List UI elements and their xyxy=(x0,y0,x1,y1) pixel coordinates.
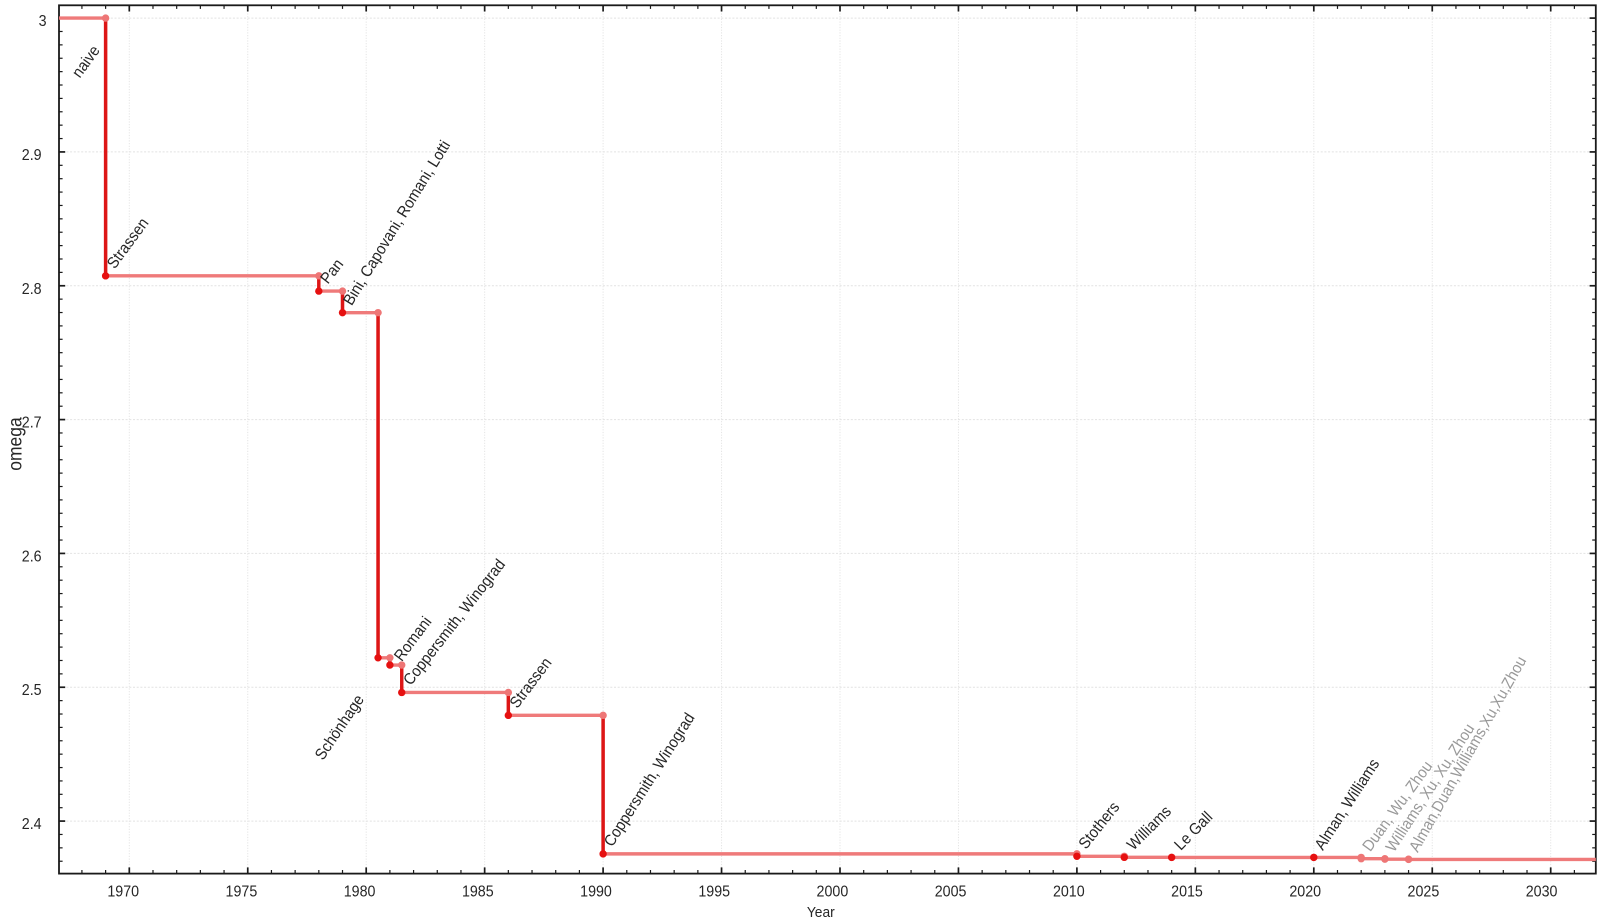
svg-text:Year: Year xyxy=(807,905,835,920)
svg-text:1985: 1985 xyxy=(462,884,494,901)
svg-text:Williams: Williams xyxy=(1124,803,1175,854)
svg-text:2030: 2030 xyxy=(1526,884,1558,901)
svg-text:Bini, Capovani, Romani, Lotti: Bini, Capovani, Romani, Lotti xyxy=(340,138,454,309)
svg-text:Alman,Duan,Williams,Xu,Xu,Zhou: Alman,Duan,Williams,Xu,Xu,Zhou xyxy=(1406,654,1530,856)
svg-text:Pan: Pan xyxy=(317,256,347,288)
svg-text:2.9: 2.9 xyxy=(22,147,42,164)
svg-text:1975: 1975 xyxy=(226,884,258,901)
svg-text:Stothers: Stothers xyxy=(1075,799,1123,853)
svg-text:2.5: 2.5 xyxy=(22,683,42,700)
svg-text:Le Gall: Le Gall xyxy=(1171,808,1216,854)
svg-text:2.7: 2.7 xyxy=(22,415,42,432)
svg-text:2025: 2025 xyxy=(1408,884,1440,901)
svg-text:Coppersmith, Winograd: Coppersmith, Winograd xyxy=(601,710,699,850)
svg-text:Schönhage: Schönhage xyxy=(312,692,368,764)
svg-text:2.4: 2.4 xyxy=(22,817,42,834)
svg-text:2000: 2000 xyxy=(817,884,849,901)
svg-text:1995: 1995 xyxy=(698,884,730,901)
svg-text:2005: 2005 xyxy=(935,884,967,901)
svg-text:1970: 1970 xyxy=(107,884,139,901)
svg-text:Strassen: Strassen xyxy=(507,655,556,712)
svg-text:2.6: 2.6 xyxy=(22,549,42,566)
svg-text:1990: 1990 xyxy=(580,884,612,901)
svg-text:Strassen: Strassen xyxy=(104,215,153,272)
svg-text:3: 3 xyxy=(39,14,47,31)
svg-text:naive: naive xyxy=(69,42,104,81)
svg-text:2.8: 2.8 xyxy=(22,281,42,298)
svg-text:2020: 2020 xyxy=(1289,884,1321,901)
svg-text:1980: 1980 xyxy=(344,884,376,901)
svg-text:2015: 2015 xyxy=(1171,884,1203,901)
svg-text:2010: 2010 xyxy=(1053,884,1085,901)
svg-text:omega: omega xyxy=(4,416,26,470)
